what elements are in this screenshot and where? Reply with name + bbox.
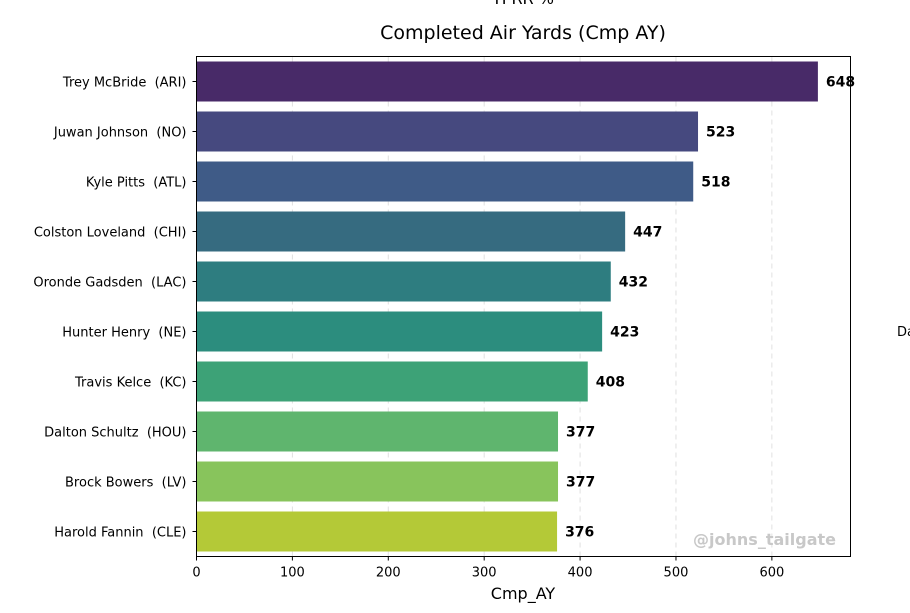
value-label: 423 [610,325,639,341]
bar [196,461,559,502]
value-label: 447 [633,225,662,241]
y-tick-label: Brock Bowers (LV) [65,476,186,491]
x-tick-label: 200 [376,566,401,581]
bar [196,411,559,452]
value-label: 408 [596,375,625,391]
y-tick-label: Hunter Henry (NE) [62,326,186,341]
y-tick-labels: Trey McBride (ARI) Juwan Johnson (NO) Kyle… [33,76,197,541]
x-axis-ticks: 0 100 200 300 400 500 600 [192,556,784,581]
x-tick-label: 100 [280,566,305,581]
y-tick-label: Kyle Pitts (ATL) [86,176,187,191]
value-label: 523 [706,125,735,141]
bar [196,311,603,352]
y-tick-label: Travis Kelce (KC) [74,376,186,391]
bar [196,211,626,252]
y-tick-label: Juwan Johnson (NO) [53,126,187,141]
bar [196,61,818,102]
y-tick-label: Colston Loveland (CHI) [34,226,187,241]
bar [196,161,694,202]
x-tick-label: 300 [472,566,497,581]
bar [196,111,699,152]
y-tick-label: Harold Fannin (CLE) [54,526,186,541]
x-tick-label: 600 [759,566,784,581]
plot-frame [196,56,851,557]
bar [196,511,558,552]
value-label: 377 [566,425,595,441]
x-tick-label: 500 [664,566,689,581]
bars [196,61,818,552]
y-tick-label: Dalton Schultz (HOU) [44,426,186,441]
clipped-top-label: TPRR % [491,0,554,8]
value-label: 432 [619,275,648,291]
value-label: 648 [826,75,855,91]
value-label: 518 [701,175,730,191]
x-tick-label: 0 [192,566,200,581]
chart-title: Completed Air Yards (Cmp AY) [380,22,666,44]
x-tick-label: 400 [568,566,593,581]
value-label: 376 [565,525,594,541]
y-tick-label: Oronde Gadsden (LAC) [33,276,186,291]
watermark: @johns_tailgate [693,530,836,549]
x-axis-label: Cmp_AY [491,584,556,604]
value-label: 377 [566,475,595,491]
bar [196,361,588,402]
bar [196,261,611,302]
y-tick-label: Trey McBride (ARI) [62,76,187,91]
clipped-side-label: Da [897,325,910,340]
value-labels: 648 523 518 447 432 423 408 377 377 376 [565,75,855,541]
